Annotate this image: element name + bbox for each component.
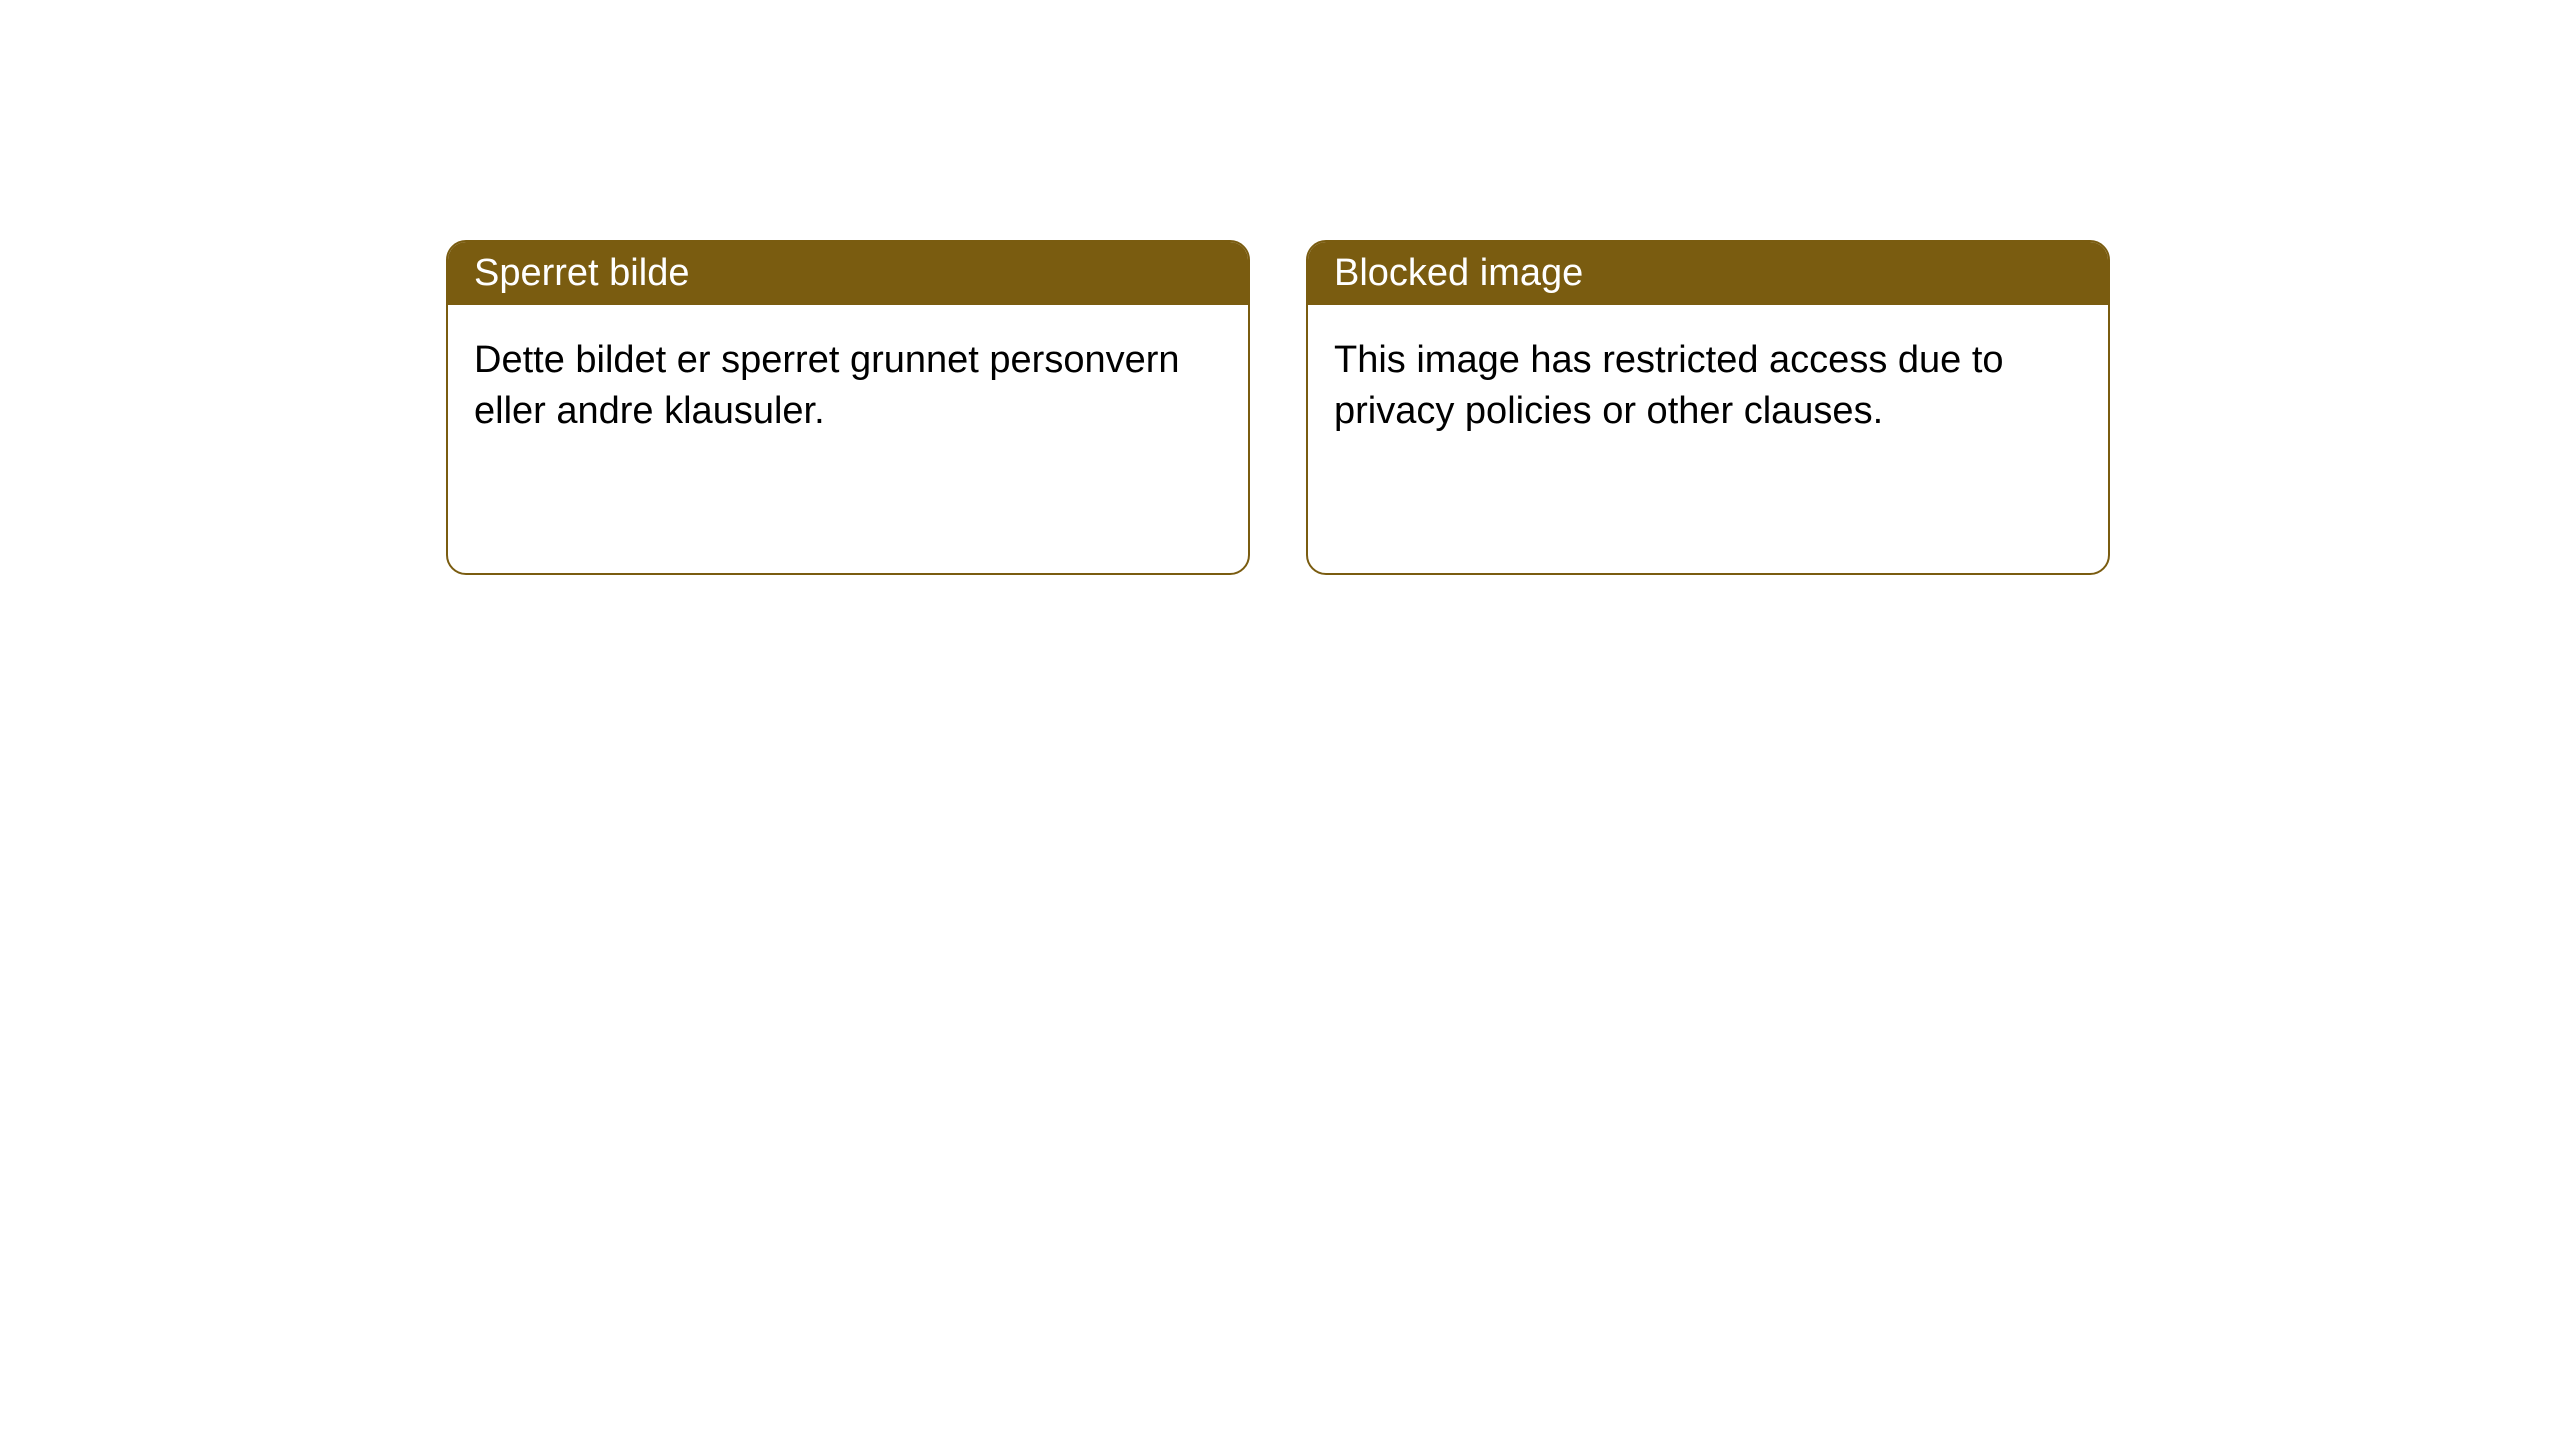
notice-card-title: Blocked image [1308,242,2108,305]
notice-card-body: This image has restricted access due to … [1308,305,2108,468]
notice-card-english: Blocked image This image has restricted … [1306,240,2110,575]
notice-cards-container: Sperret bilde Dette bildet er sperret gr… [0,0,2560,575]
notice-card-body: Dette bildet er sperret grunnet personve… [448,305,1248,468]
notice-card-title: Sperret bilde [448,242,1248,305]
notice-card-norwegian: Sperret bilde Dette bildet er sperret gr… [446,240,1250,575]
